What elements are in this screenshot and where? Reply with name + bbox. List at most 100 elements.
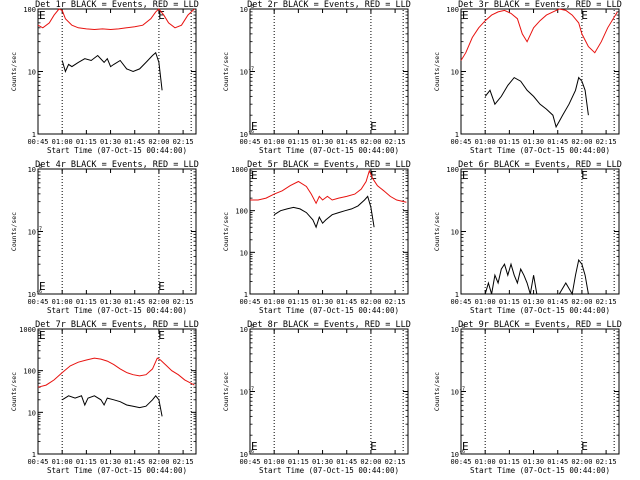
y-tick-label: 10 xyxy=(240,326,248,334)
y-tick-exponent: -6 xyxy=(36,289,42,295)
event-marker-e: E xyxy=(581,9,588,22)
x-tick-label: 01:30 xyxy=(312,138,333,146)
x-axis-label: Start Time (07-Oct-15 00:44:00) xyxy=(470,146,610,155)
chart-panel-4: Det 4r BLACK = Events, RED = LLD Counts/s… xyxy=(10,160,199,315)
x-tick-label: 00:45 xyxy=(450,138,471,146)
x-tick-label: 02:15 xyxy=(173,458,194,466)
event-marker-e-left: E xyxy=(251,120,258,133)
chart-panel-6: Det 6r BLACK = Events, RED = LLD Counts/s… xyxy=(433,160,622,315)
y-axis-label: Counts/sec xyxy=(433,52,441,91)
x-tick-label: 02:00 xyxy=(571,138,592,146)
x-tick-label: 02:15 xyxy=(173,138,194,146)
y-axis-label: Counts/sec xyxy=(10,52,18,91)
x-tick-label: 02:00 xyxy=(148,458,169,466)
chart-panel-1: Det 1r BLACK = Events, RED = LLD Counts/s… xyxy=(10,0,199,155)
x-tick-label: 02:00 xyxy=(571,458,592,466)
x-tick-label: 02:15 xyxy=(173,298,194,306)
x-tick-label: 01:15 xyxy=(499,298,520,306)
x-tick-label: 01:15 xyxy=(288,138,309,146)
y-tick-label: 100 xyxy=(23,368,36,376)
x-tick-label: 01:30 xyxy=(312,458,333,466)
y-tick-label: 10 xyxy=(240,131,248,139)
x-tick-label: 01:15 xyxy=(76,298,97,306)
x-tick-label: 02:00 xyxy=(571,298,592,306)
y-tick-label: 1000 xyxy=(231,166,248,174)
plot-frame xyxy=(249,168,409,295)
y-tick-label: 10 xyxy=(28,69,36,77)
x-tick-label: 00:45 xyxy=(239,298,260,306)
event-marker-e: E xyxy=(158,9,165,22)
event-marker-e-left: E xyxy=(39,329,46,342)
x-tick-label: 02:00 xyxy=(148,138,169,146)
x-tick-label: 01:00 xyxy=(52,298,73,306)
event-marker-e: E xyxy=(370,440,377,453)
y-tick-label: 10 xyxy=(28,166,36,174)
chart-title: Det 6r BLACK = Events, RED = LLD xyxy=(458,160,622,170)
chart-panel-8: Det 8r BLACK = Events, RED = LLD Counts/s… xyxy=(222,320,411,475)
lld-series-line xyxy=(37,8,195,31)
lld-series-line xyxy=(250,169,407,205)
events-series-line xyxy=(484,258,589,296)
y-tick-exponent: -8 xyxy=(459,324,465,330)
event-marker-e-left: E xyxy=(39,9,46,22)
chart-title: Det 2r BLACK = Events, RED = LLD xyxy=(247,0,411,10)
x-tick-label: 01:45 xyxy=(547,138,568,146)
y-axis-label: Counts/sec xyxy=(222,212,230,251)
event-marker-e-left: E xyxy=(39,280,46,293)
x-tick-label: 01:00 xyxy=(475,458,496,466)
x-tick-label: 01:00 xyxy=(52,458,73,466)
chart-title: Det 9r BLACK = Events, RED = LLD xyxy=(458,320,622,330)
x-axis-label: Start Time (07-Oct-15 00:44:00) xyxy=(47,466,187,475)
x-tick-label: 01:30 xyxy=(312,298,333,306)
x-tick-label: 02:15 xyxy=(385,138,406,146)
x-tick-label: 01:15 xyxy=(288,458,309,466)
y-tick-label: 100 xyxy=(235,208,248,216)
x-tick-label: 01:30 xyxy=(100,298,121,306)
y-tick-exponent: -8 xyxy=(248,324,254,330)
event-marker-e-left: E xyxy=(462,169,469,182)
y-axis-label: Counts/sec xyxy=(10,372,18,411)
x-tick-label: 01:45 xyxy=(124,298,145,306)
chart-panel-9: Det 9r BLACK = Events, RED = LLD Counts/s… xyxy=(433,320,622,475)
x-tick-label: 02:15 xyxy=(596,298,617,306)
y-tick-label: 100 xyxy=(446,6,459,14)
x-tick-label: 02:00 xyxy=(360,458,381,466)
y-tick-exponent: -6 xyxy=(459,449,465,455)
event-marker-e: E xyxy=(581,169,588,182)
plot-frame xyxy=(37,328,197,455)
y-axis-label: Counts/sec xyxy=(433,372,441,411)
chart-title: Det 8r BLACK = Events, RED = LLD xyxy=(247,320,411,330)
chart-title: Det 5r BLACK = Events, RED = LLD xyxy=(247,160,411,170)
event-marker-e: E xyxy=(158,329,165,342)
y-tick-label: 1000 xyxy=(19,326,36,334)
y-tick-exponent: -6 xyxy=(248,449,254,455)
x-tick-label: 01:45 xyxy=(547,298,568,306)
y-tick-label: 1 xyxy=(244,291,248,299)
y-tick-label: 100 xyxy=(446,166,459,174)
x-tick-label: 01:00 xyxy=(264,458,285,466)
y-tick-label: 1 xyxy=(455,131,459,139)
chart-panel-5: Det 5r BLACK = Events, RED = LLD Counts/s… xyxy=(222,160,411,315)
x-tick-label: 01:00 xyxy=(264,138,285,146)
y-tick-exponent: -7 xyxy=(36,227,42,233)
x-tick-label: 00:45 xyxy=(239,458,260,466)
y-tick-label: 1 xyxy=(455,291,459,299)
y-axis-label: Counts/sec xyxy=(222,372,230,411)
x-tick-label: 00:45 xyxy=(450,458,471,466)
y-tick-label: 10 xyxy=(240,389,248,397)
x-tick-label: 02:15 xyxy=(385,298,406,306)
x-tick-label: 01:00 xyxy=(475,298,496,306)
event-marker-e: E xyxy=(581,440,588,453)
x-tick-label: 01:15 xyxy=(499,458,520,466)
y-tick-label: 100 xyxy=(23,6,36,14)
x-tick-label: 00:45 xyxy=(27,458,48,466)
y-tick-label: 10 xyxy=(451,326,459,334)
event-marker-e-left: E xyxy=(462,9,469,22)
x-tick-label: 01:15 xyxy=(76,458,97,466)
x-tick-label: 01:30 xyxy=(523,298,544,306)
x-tick-label: 01:15 xyxy=(288,298,309,306)
x-axis-label: Start Time (07-Oct-15 00:44:00) xyxy=(470,466,610,475)
y-tick-exponent: -7 xyxy=(459,387,465,393)
y-axis-label: Counts/sec xyxy=(10,212,18,251)
